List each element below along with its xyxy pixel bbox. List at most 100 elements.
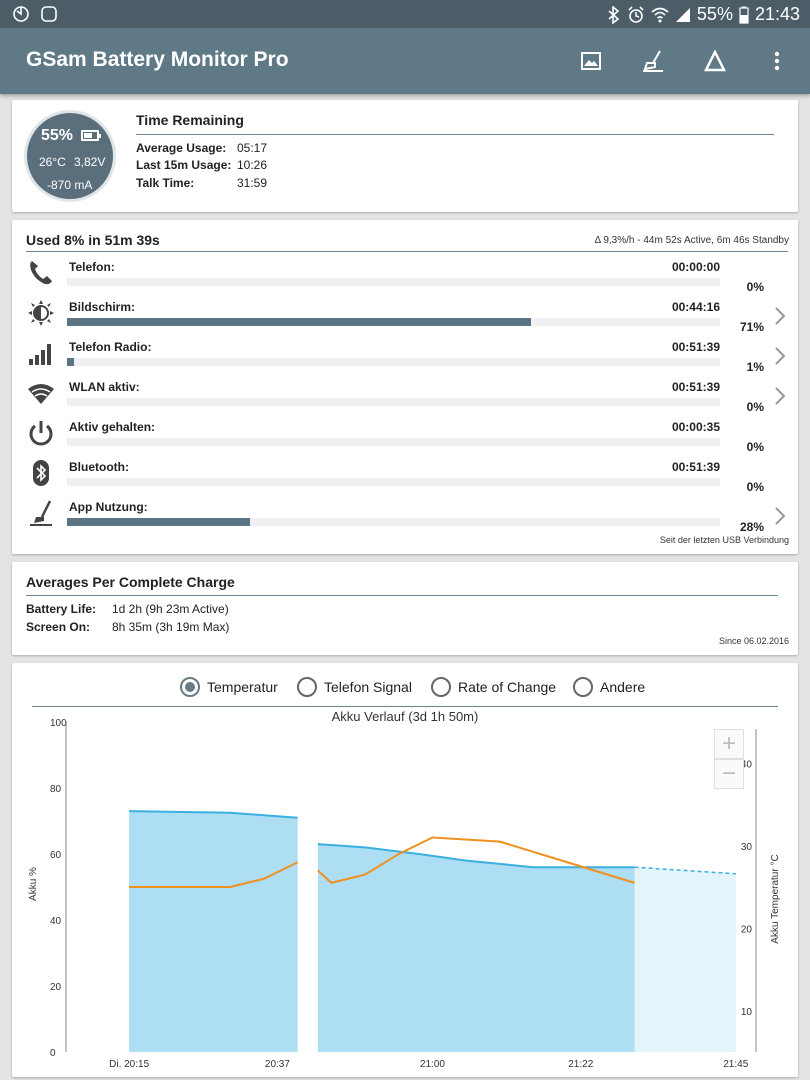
cell-signal-icon xyxy=(675,7,690,22)
clock: 21:43 xyxy=(754,4,800,24)
broom-icon xyxy=(643,50,663,72)
usage-bar-fill xyxy=(67,358,74,366)
battery-life-label: Battery Life: xyxy=(26,602,97,616)
broom-icon xyxy=(26,498,56,528)
usage-row-label: Aktiv gehalten: xyxy=(69,420,156,434)
radio-andere[interactable]: Andere xyxy=(573,677,645,697)
radio-label: Rate of Change xyxy=(458,679,557,695)
usage-row-time: 00:44:16 xyxy=(671,300,720,314)
usage-bar-track xyxy=(67,318,720,326)
divider xyxy=(26,251,788,252)
radio-button-selected xyxy=(180,677,200,697)
last-15m-label: Last 15m Usage: xyxy=(136,158,232,172)
radio-label: Temperatur xyxy=(207,679,278,695)
battery-line xyxy=(317,843,635,869)
usage-bar-fill xyxy=(67,518,250,526)
time-remaining-card[interactable]: 55% 26°C 3,82V -870 mA Time Remaining Av… xyxy=(12,100,798,212)
gauge-current: -870 mA xyxy=(47,178,93,192)
battery-status-icon xyxy=(739,6,749,24)
bluetooth-icon xyxy=(26,458,56,488)
x-tick-label: 20:37 xyxy=(265,1059,290,1070)
overflow-menu-button[interactable] xyxy=(764,48,790,74)
screen-on-label: Screen On: xyxy=(26,620,91,634)
battery-history-chart[interactable]: Akku Verlauf (3d 1h 50m) 100 80 60 40 20 0 40 30… xyxy=(12,709,798,1075)
temperature-line xyxy=(129,861,299,888)
radio-rate-of-change[interactable]: Rate of Change xyxy=(431,677,556,697)
usage-row-time: 00:51:39 xyxy=(671,380,720,394)
usage-row: Telefon: 00:00:00 0% xyxy=(12,256,798,296)
battery-gauge: 55% 26°C 3,82V -870 mA xyxy=(24,110,116,202)
app-title: GSam Battery Monitor Pro xyxy=(26,48,289,71)
usage-bar-track xyxy=(67,478,720,486)
delta-button[interactable] xyxy=(702,48,728,74)
usage-row-label: Bildschirm: xyxy=(69,300,136,314)
usage-summary: Δ 9,3%/h - 44m 52s Active, 6m 46s Standb… xyxy=(594,235,789,246)
radio-temperatur[interactable]: Temperatur xyxy=(180,677,278,697)
battery-life-value: 1d 2h (9h 23m Active) xyxy=(112,602,229,616)
radio-button xyxy=(297,677,317,697)
usage-bar-fill xyxy=(67,318,531,326)
divider xyxy=(136,134,774,135)
zoom-in-button[interactable]: + xyxy=(714,729,744,759)
screenshot-icon xyxy=(41,6,57,22)
brightness-icon xyxy=(26,298,56,328)
avg-usage-value: 05:17 xyxy=(237,141,268,155)
talk-time-label: Talk Time: xyxy=(136,176,195,190)
gauge-voltage: 3,82V xyxy=(74,155,106,169)
bluetooth-status-icon xyxy=(608,5,620,24)
gauge-temperature: 26°C xyxy=(39,155,66,169)
chevron-right-icon[interactable] xyxy=(772,506,788,526)
radio-label: Telefon Signal xyxy=(324,679,412,695)
battery-area xyxy=(317,844,635,1052)
usage-row[interactable]: Bildschirm: 00:44:16 71% xyxy=(12,296,798,336)
usage-row[interactable]: WLAN aktiv: 00:51:39 0% xyxy=(12,376,798,416)
usage-row-percent: 0% xyxy=(746,440,764,454)
y-tick-label: 40 xyxy=(50,916,62,927)
chevron-right-icon[interactable] xyxy=(772,346,788,366)
battery-percent: 55% xyxy=(696,4,733,24)
usage-row-label: WLAN aktiv: xyxy=(69,380,140,394)
app-usage-button[interactable] xyxy=(640,48,666,74)
temperature-line xyxy=(317,836,635,884)
y2-axis-label: Akku Temperatur °C xyxy=(770,854,781,943)
since-date: Since 06.02.2016 xyxy=(718,636,789,646)
usage-row-time: 00:51:39 xyxy=(671,460,720,474)
y-tick-label: 80 xyxy=(50,784,62,795)
usage-bar-track xyxy=(67,278,720,286)
battery-projection-line xyxy=(634,866,736,875)
usage-row-time: 00:51:39 xyxy=(671,340,720,354)
usage-row-label: Telefon Radio: xyxy=(69,340,152,354)
graph-card: Temperatur Telefon Signal Rate of Change… xyxy=(12,663,798,1077)
chevron-right-icon[interactable] xyxy=(772,386,788,406)
delta-icon xyxy=(704,50,726,72)
usage-row-label: Telefon: xyxy=(69,260,115,274)
alarm-icon xyxy=(628,5,644,23)
image-button[interactable] xyxy=(578,48,604,74)
wifi-status-icon xyxy=(651,7,669,22)
usage-bar-track xyxy=(67,358,720,366)
usage-row: Aktiv gehalten: 00:00:35 0% xyxy=(12,416,798,456)
power-icon xyxy=(26,418,56,448)
wifi-icon xyxy=(26,378,56,408)
image-icon xyxy=(581,52,601,70)
divider xyxy=(26,595,778,596)
avg-usage-label: Average Usage: xyxy=(136,141,227,155)
usage-row[interactable]: App Nutzung: 28% xyxy=(12,496,798,536)
battery-area xyxy=(129,811,298,1052)
averages-title: Averages Per Complete Charge xyxy=(26,574,235,590)
chevron-right-icon[interactable] xyxy=(772,306,788,326)
usage-title: Used 8% in 51m 39s xyxy=(26,232,160,248)
y-tick-label: 20 xyxy=(50,982,62,993)
usage-row[interactable]: Telefon Radio: 00:51:39 1% xyxy=(12,336,798,376)
x-tick-label: 21:45 xyxy=(723,1059,748,1070)
app-bar: GSam Battery Monitor Pro xyxy=(0,28,810,94)
usage-row-percent: 0% xyxy=(746,400,764,414)
zoom-out-button[interactable]: − xyxy=(714,759,744,789)
usage-row-percent: 1% xyxy=(746,360,764,374)
usage-row-percent: 28% xyxy=(739,520,764,534)
radio-telefon-signal[interactable]: Telefon Signal xyxy=(297,677,412,697)
usage-footnote: Seit der letzten USB Verbindung xyxy=(659,535,789,545)
usage-row: Bluetooth: 00:51:39 0% xyxy=(12,456,798,496)
more-vertical-icon xyxy=(774,51,780,71)
usage-row-time: 00:00:35 xyxy=(671,420,720,434)
